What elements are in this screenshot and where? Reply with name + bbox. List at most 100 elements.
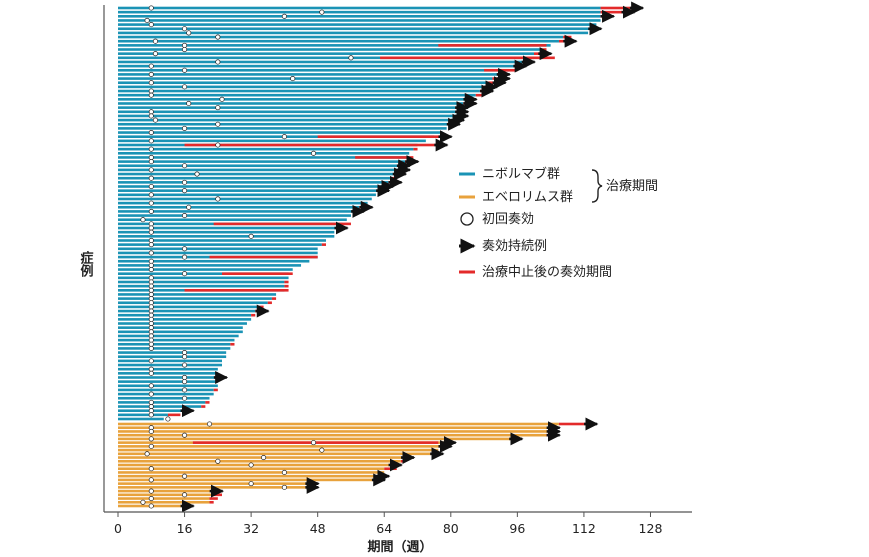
- nivolumab-first-response-marker: [148, 250, 154, 256]
- nivolumab-treatment-bar: [118, 135, 435, 138]
- nivolumab-first-response-marker: [148, 129, 154, 136]
- markers-layer: [140, 1, 645, 513]
- everolimus-first-response-marker: [148, 436, 154, 442]
- nivolumab-treatment-bar: [118, 309, 256, 313]
- nivolumab-treatment-bar: [118, 301, 268, 305]
- nivolumab-post-treatment-bar: [251, 313, 256, 317]
- everolimus-treatment-bar: [118, 452, 435, 456]
- nivolumab-treatment-bar: [118, 68, 510, 72]
- nivolumab-treatment-bar: [118, 172, 397, 176]
- nivolumab-first-response-marker: [194, 171, 200, 177]
- nivolumab-first-response-marker: [186, 30, 192, 36]
- nivolumab-treatment-bar: [118, 114, 460, 118]
- nivolumab-treatment-bar: [118, 392, 214, 396]
- everolimus-first-response-marker: [261, 454, 267, 461]
- nivolumab-post-treatment-bar: [205, 401, 210, 404]
- nivolumab-treatment-bar: [118, 118, 455, 122]
- nivolumab-first-response-marker: [182, 246, 188, 252]
- nivolumab-first-response-marker: [182, 213, 188, 219]
- nivolumab-post-treatment-bar: [267, 301, 272, 305]
- nivolumab-first-response-marker: [148, 22, 154, 28]
- nivolumab-first-response-marker: [148, 304, 154, 310]
- nivolumab-post-treatment-bar: [259, 305, 264, 309]
- nivolumab-treatment-bar: [118, 106, 460, 109]
- nivolumab-treatment-bar: [118, 384, 218, 388]
- x-tick-label: 96: [509, 521, 525, 536]
- everolimus-first-response-marker: [248, 462, 254, 468]
- nivolumab-first-response-marker: [182, 67, 188, 73]
- nivolumab-treatment-bar: [118, 131, 443, 134]
- nivolumab-treatment-bar: [118, 405, 202, 408]
- nivolumab-treatment-bar: [118, 372, 218, 375]
- nivolumab-first-response-marker: [148, 316, 154, 322]
- nivolumab-treatment-bar: [118, 218, 347, 222]
- x-tick-label: 16: [177, 521, 193, 536]
- nivolumab-treatment-bar: [118, 85, 485, 89]
- nivolumab-treatment-bar: [118, 193, 376, 197]
- nivolumab-treatment-bar: [118, 239, 326, 242]
- nivolumab-treatment-bar: [118, 122, 451, 126]
- nivolumab-first-response-marker: [215, 196, 221, 202]
- nivolumab-treatment-bar: [118, 185, 385, 188]
- everolimus-post-treatment-bar: [384, 467, 397, 471]
- nivolumab-post-treatment-bar: [321, 243, 326, 246]
- everolimus-first-response-marker: [148, 495, 154, 502]
- everolimus-first-response-marker: [148, 503, 154, 509]
- nivolumab-first-response-marker: [182, 350, 188, 356]
- everolimus-treatment-bar: [118, 493, 214, 497]
- nivolumab-first-response-marker: [148, 192, 154, 198]
- legend-first-response-marker: [460, 212, 474, 226]
- nivolumab-treatment-bar: [118, 338, 235, 342]
- x-tick-label: 0: [114, 521, 122, 536]
- nivolumab-treatment-bar: [118, 243, 322, 246]
- x-tick-label: 48: [310, 521, 326, 536]
- nivolumab-treatment-bar: [118, 93, 476, 97]
- nivolumab-post-treatment-bar: [184, 289, 289, 292]
- nivolumab-first-response-marker: [186, 100, 192, 107]
- legend-nivolumab-label: ニボルマブ群: [482, 166, 560, 182]
- nivolumab-post-treatment-bar: [558, 39, 568, 43]
- nivolumab-treatment-bar: [118, 388, 214, 392]
- nivolumab-treatment-bar: [118, 127, 447, 130]
- nivolumab-post-treatment-bar: [230, 342, 235, 346]
- nivolumab-treatment-bar: [118, 363, 222, 367]
- nivolumab-first-response-marker: [148, 341, 154, 347]
- x-tick-label: 64: [376, 521, 392, 536]
- nivolumab-first-response-marker: [148, 138, 154, 144]
- everolimus-first-response-marker: [148, 466, 154, 472]
- everolimus-first-response-marker: [148, 488, 154, 494]
- nivolumab-post-treatment-bar: [484, 68, 518, 72]
- everolimus-post-treatment-bar: [400, 459, 406, 463]
- nivolumab-first-response-marker: [148, 275, 154, 281]
- nivolumab-treatment-bar: [118, 164, 401, 168]
- nivolumab-first-response-marker: [148, 80, 154, 86]
- nivolumab-treatment-bar: [118, 73, 501, 76]
- nivolumab-post-treatment-bar: [167, 413, 181, 417]
- nivolumab-first-response-marker: [152, 117, 158, 123]
- nivolumab-treatment-bar: [118, 247, 318, 251]
- nivolumab-treatment-bar: [118, 230, 335, 234]
- nivolumab-post-treatment-bar: [380, 56, 555, 60]
- nivolumab-first-response-marker: [148, 403, 154, 410]
- nivolumab-post-treatment-bar: [284, 280, 289, 284]
- nivolumab-first-response-marker: [182, 379, 188, 385]
- everolimus-treatment-bar: [118, 497, 210, 500]
- nivolumab-first-response-marker: [182, 374, 188, 381]
- everolimus-first-response-marker: [248, 481, 254, 487]
- x-axis-label: 期間（週）: [367, 539, 432, 555]
- nivolumab-treatment-bar: [118, 264, 302, 267]
- nivolumab-treatment-bar: [118, 197, 372, 201]
- nivolumab-treatment-bar: [118, 251, 318, 255]
- nivolumab-treatment-bar: [118, 226, 339, 230]
- everolimus-first-response-marker: [148, 443, 154, 449]
- nivolumab-first-response-marker: [182, 188, 188, 194]
- nivolumab-treatment-bar: [118, 322, 247, 325]
- nivolumab-first-response-marker: [148, 296, 154, 302]
- nivolumab-first-response-marker: [148, 71, 154, 77]
- nivolumab-first-response-marker: [248, 233, 254, 239]
- everolimus-first-response-marker: [281, 469, 287, 476]
- nivolumab-first-response-marker: [281, 134, 287, 140]
- nivolumab-post-treatment-bar: [413, 147, 418, 151]
- everolimus-treatment-bar: [118, 486, 310, 489]
- nivolumab-post-treatment-bar: [475, 93, 485, 97]
